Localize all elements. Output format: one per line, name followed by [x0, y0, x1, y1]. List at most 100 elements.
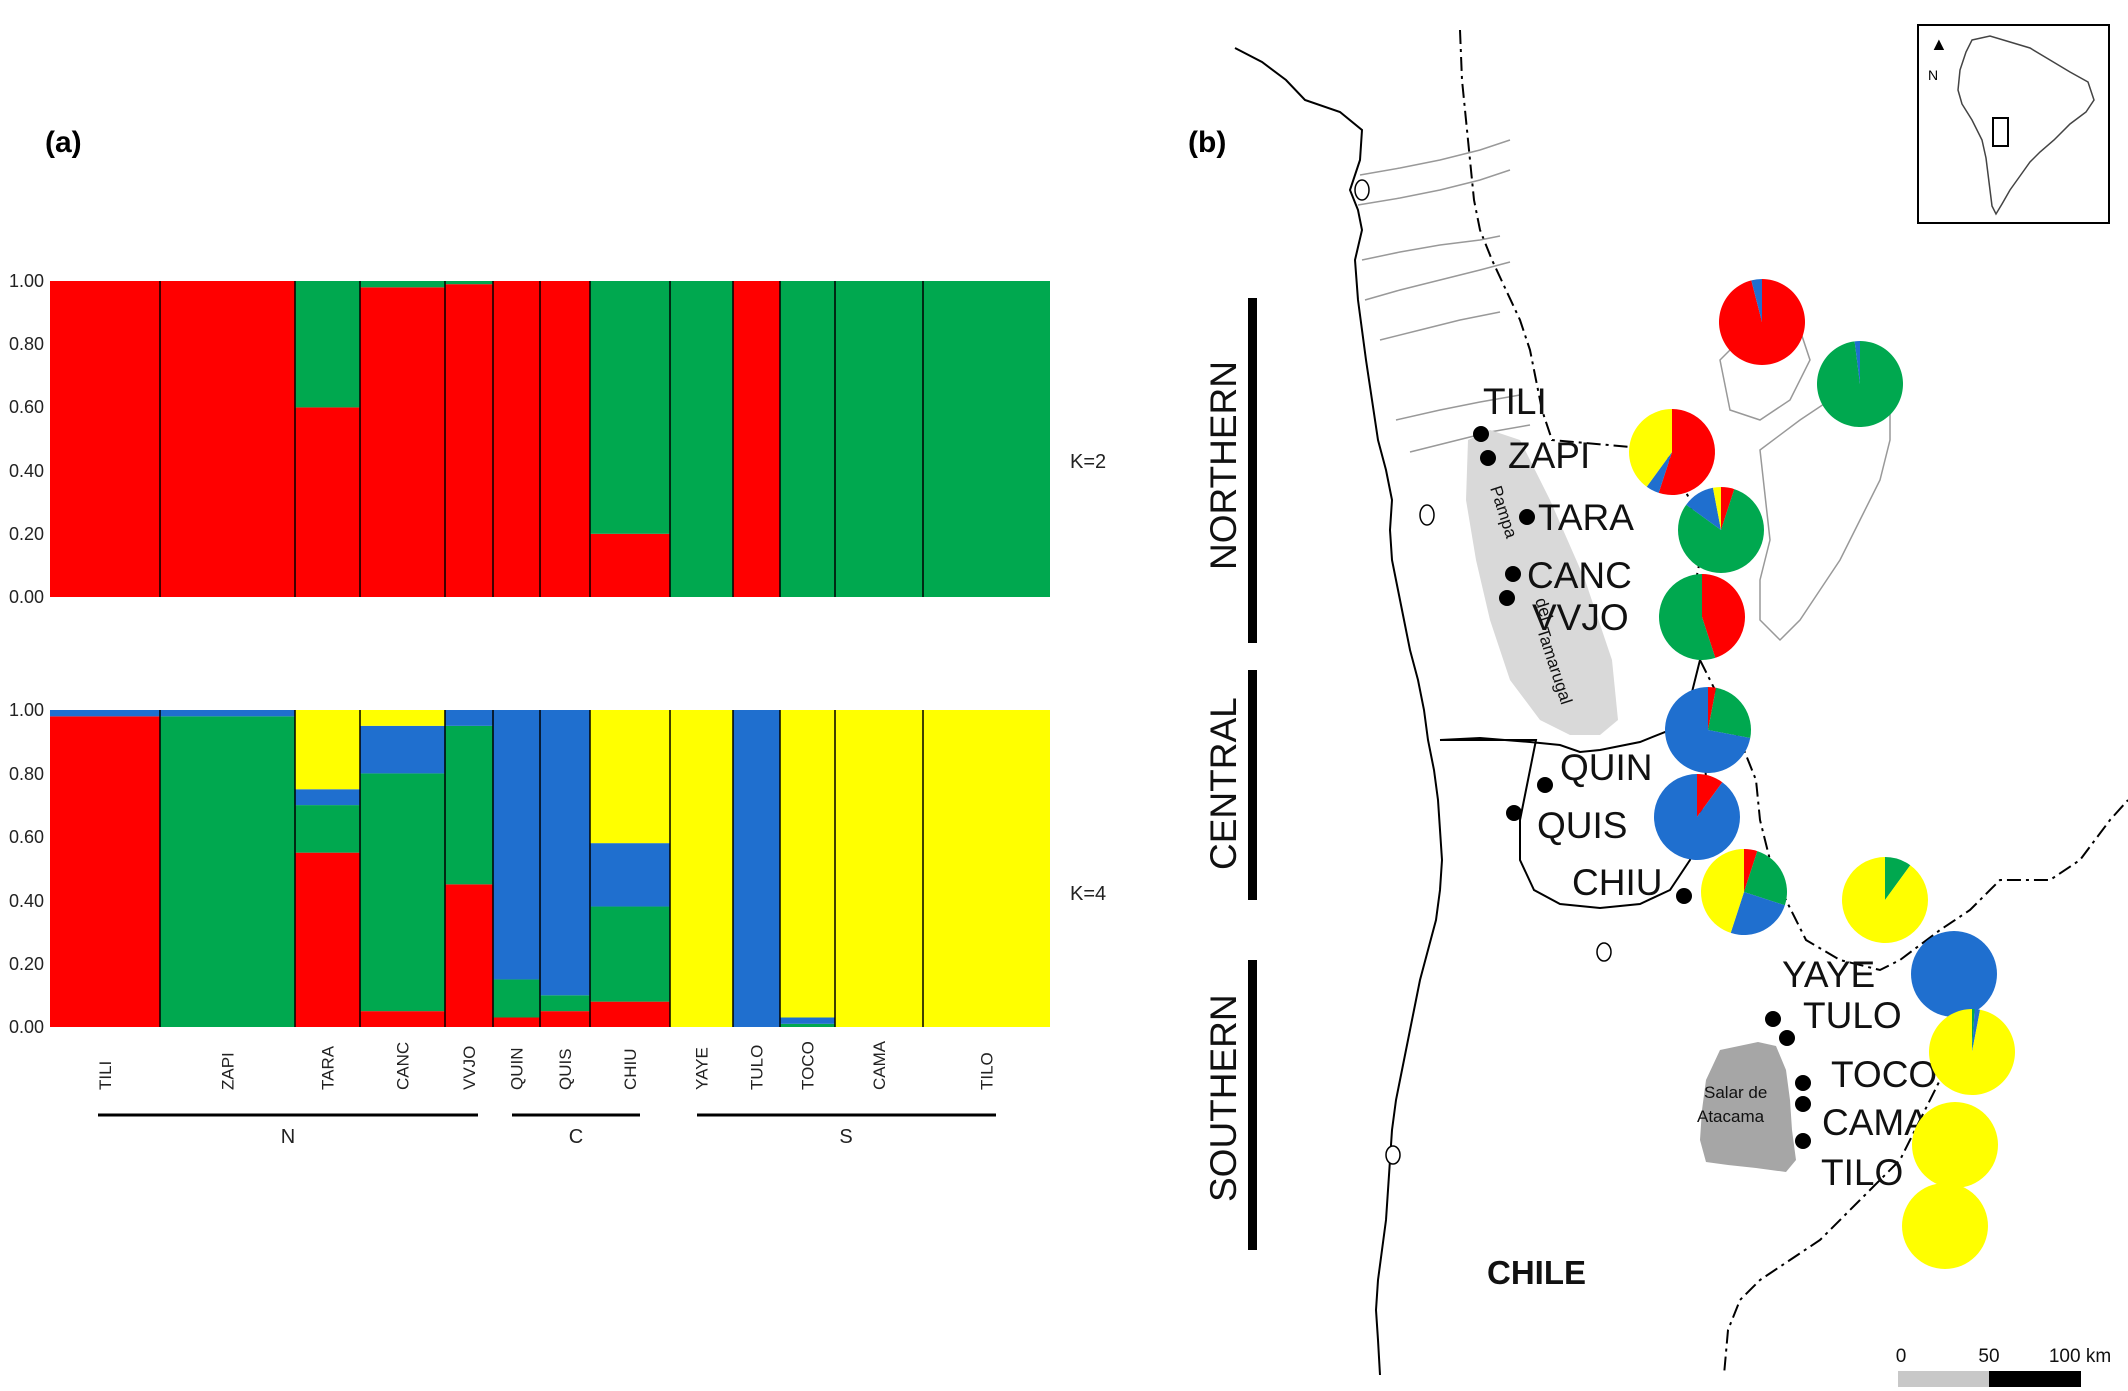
site-label-zapi: ZAPI	[1508, 435, 1590, 476]
river	[1359, 139, 1511, 176]
bar-tulo-segment-2	[733, 710, 780, 1027]
river	[1361, 235, 1501, 261]
population-labels: TILI ZAPI TARA CANC VVJO QUIN QUIS CHIU YAYE TULO…	[96, 1040, 997, 1090]
population-label-tilo: TILO	[978, 1052, 997, 1090]
scale-segment-dark	[1989, 1371, 2081, 1387]
region-bars	[1248, 298, 1257, 1250]
site-label-canc: CANC	[1527, 555, 1632, 596]
k2-label: K=2	[1070, 451, 1106, 473]
k4-y-tick: 1.00	[9, 700, 44, 720]
group-c-label: C	[569, 1126, 583, 1148]
pie-vvjo-slice-1	[1659, 574, 1716, 660]
panel-a-label: (a)	[45, 126, 82, 159]
pie-tara-slice-3	[1629, 409, 1672, 487]
k4-y-tick: 0.00	[9, 1017, 44, 1037]
scale-segment-light	[1898, 1371, 1989, 1387]
site-label-quin: QUIN	[1560, 747, 1653, 788]
bar-quis-segment-1	[540, 995, 590, 1012]
population-label-chiu: CHIU	[621, 1048, 640, 1090]
bar-quis-segment-0	[540, 1011, 590, 1027]
bar-canc-segment-0	[360, 1011, 445, 1027]
site-label-toco: TOCO	[1831, 1054, 1937, 1095]
pie-chiu-slice-3	[1701, 849, 1744, 933]
inset-map: ▲ N	[1917, 24, 2110, 224]
bar-toco-segment-3	[780, 710, 835, 1018]
pie-tilo-slice-3	[1902, 1183, 1988, 1269]
pie-toco-slice-3	[1928, 1009, 2015, 1095]
river	[1409, 424, 1531, 453]
river	[1364, 261, 1511, 301]
bar-canc-segment-1	[360, 773, 445, 1012]
k2-y-axis: 1.00 0.80 0.60 0.40 0.20 0.00	[9, 271, 44, 607]
group-s-label: S	[839, 1126, 852, 1148]
pie-chiu-slice-0	[1744, 849, 1758, 892]
pie-tili-slice-0	[1719, 279, 1806, 365]
site-dot-quin	[1537, 777, 1553, 793]
bar-tilo-segment-1	[923, 281, 1050, 597]
bar-vvjo-segment-0	[445, 284, 493, 597]
site-dot-toco	[1795, 1075, 1811, 1091]
pie-tara-slice-0	[1658, 409, 1716, 495]
region-southern: SOUTHERN	[1203, 994, 1244, 1202]
coastline	[1234, 47, 1444, 1376]
central-bar	[1248, 670, 1257, 900]
bar-chiu-segment-2	[590, 843, 670, 907]
k4-y-axis: 1.00 0.80 0.60 0.40 0.20 0.00	[9, 700, 44, 1037]
border-south	[1723, 1039, 1957, 1376]
bar-quin-segment-2	[493, 710, 540, 980]
bar-zapi-segment-2	[160, 710, 295, 717]
pie-canc-slice-3	[1712, 487, 1721, 530]
feature-label-atacama: Atacama	[1697, 1107, 1765, 1126]
bar-toco-segment-1	[780, 1023, 835, 1027]
k4-y-tick: 0.20	[9, 954, 44, 974]
site-label-tara: TARA	[1538, 497, 1634, 538]
population-label-vvjo: VVJO	[460, 1046, 479, 1090]
country-label: CHILE	[1487, 1254, 1586, 1291]
site-dot-tili	[1473, 426, 1489, 442]
bar-vvjo-segment-1	[445, 725, 493, 885]
bar-toco-segment-1	[780, 281, 835, 597]
pie-quin-slice-0	[1708, 687, 1717, 730]
northern-bar	[1248, 298, 1257, 643]
pie-toco-slice-2	[1972, 1009, 1981, 1052]
k2-y-tick: 1.00	[9, 271, 44, 291]
pie-yaye-slice-1	[1885, 857, 1911, 900]
site-label-cama: CAMA	[1822, 1102, 1929, 1143]
lake	[1354, 179, 1370, 201]
bar-tilo-segment-3	[923, 710, 1050, 1027]
salar-de-atacama-area	[1700, 1042, 1796, 1172]
k2-y-tick: 0.00	[9, 587, 44, 607]
international-border	[1459, 29, 2128, 972]
bar-quin-segment-1	[493, 979, 540, 1018]
region-central: CENTRAL	[1203, 697, 1244, 870]
population-label-tara: TARA	[319, 1045, 338, 1090]
bar-canc-segment-1	[360, 281, 445, 288]
bar-yaye-segment-3	[670, 710, 733, 1027]
bar-tulo-segment-0	[733, 281, 780, 597]
pie-quin-slice-1	[1708, 687, 1752, 739]
bar-vvjo-segment-2	[445, 710, 493, 726]
bar-canc-segment-2	[360, 725, 445, 774]
bar-vvjo-segment-0	[445, 884, 493, 1027]
bar-chiu-segment-3	[590, 710, 670, 844]
inset-frame	[1917, 24, 2110, 224]
pie-chiu-slice-1	[1744, 851, 1787, 906]
bar-tara-segment-1	[295, 281, 360, 408]
lake	[1596, 942, 1612, 962]
region-northern: NORTHERN	[1203, 361, 1244, 570]
k4-y-tick: 0.60	[9, 827, 44, 847]
bar-quis-segment-2	[540, 710, 590, 996]
site-dot-zapi	[1480, 450, 1496, 466]
pie-yaye-slice-3	[1842, 857, 1929, 943]
k4-bar-plot	[50, 710, 1050, 1027]
north-arrow-icon: ▲	[1930, 34, 1948, 54]
pie-toco-slice-1	[1972, 1009, 1975, 1052]
site-dot-cama	[1795, 1096, 1811, 1112]
scale-label-50: 50	[1978, 1346, 1999, 1367]
site-labels: TILI ZAPI TARA CANC VVJO QUIN QUIS CHIU …	[1483, 381, 1937, 1193]
population-label-yaye: YAYE	[693, 1047, 712, 1090]
site-dot-tulo	[1779, 1030, 1795, 1046]
k4-y-tick: 0.40	[9, 891, 44, 911]
pie-quis-slice-2	[1654, 774, 1741, 860]
population-label-quin: QUIN	[508, 1048, 527, 1091]
